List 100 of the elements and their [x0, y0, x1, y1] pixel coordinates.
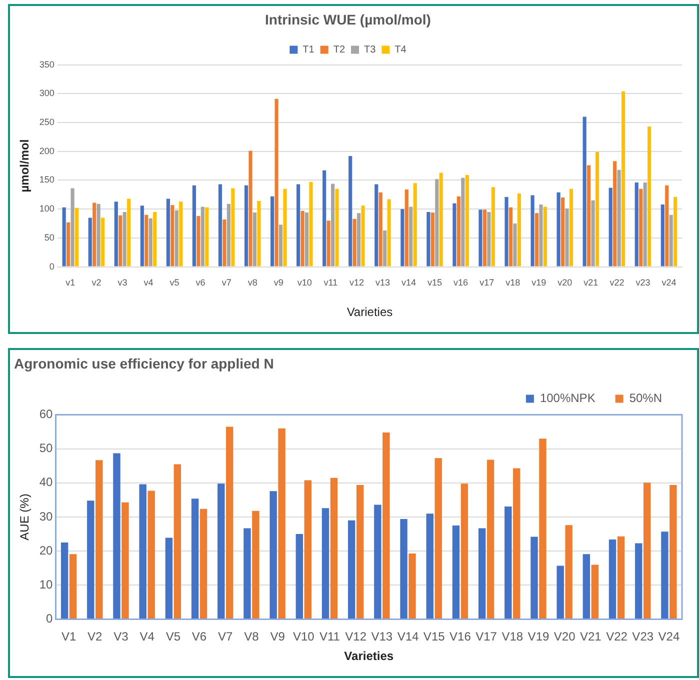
bar: [322, 508, 330, 619]
bar: [491, 187, 495, 266]
x-tick-label: v2: [92, 278, 102, 288]
bar: [174, 464, 182, 619]
bar: [608, 539, 616, 619]
bar: [669, 214, 673, 266]
x-tick-label: V2: [88, 630, 103, 644]
x-tick-label: v23: [636, 278, 650, 288]
bar: [460, 484, 468, 619]
bar: [665, 185, 669, 266]
x-tick-label: v1: [66, 278, 76, 288]
bar: [670, 484, 677, 619]
x-tick-label: v21: [584, 278, 598, 288]
y-tick-label: 250: [39, 117, 54, 127]
bar: [504, 506, 512, 619]
bar: [591, 564, 599, 619]
bar: [252, 212, 257, 266]
bar: [348, 156, 352, 266]
bar: [456, 196, 460, 266]
bar: [643, 482, 651, 619]
x-tick-label: v16: [454, 278, 468, 288]
bar: [508, 207, 513, 266]
y-tick-label: 0: [46, 612, 54, 626]
bar: [270, 491, 277, 619]
bar: [330, 184, 335, 266]
bar: [356, 484, 364, 619]
bar: [426, 212, 430, 266]
bar: [326, 220, 330, 266]
x-tick-label: v18: [506, 278, 520, 288]
x-tick-label: V3: [114, 630, 129, 644]
bar: [179, 202, 183, 266]
y-tick-label: 50: [39, 441, 54, 456]
bar: [304, 480, 312, 619]
bar: [643, 182, 647, 266]
bar: [461, 178, 465, 266]
bar: [114, 202, 118, 266]
legend-label: 100%NPK: [540, 391, 596, 406]
bar: [148, 490, 155, 619]
bar: [348, 520, 356, 619]
x-tick-label: V19: [528, 630, 550, 644]
bar: [452, 526, 460, 619]
x-tick-label: V13: [371, 630, 393, 644]
bar: [400, 209, 404, 266]
x-tick-label: v19: [532, 278, 546, 288]
bar: [361, 206, 365, 266]
x-tick-label: V22: [606, 630, 628, 644]
x-tick-label: v4: [144, 278, 154, 288]
bar: [252, 510, 260, 619]
bar: [617, 170, 621, 266]
x-tick-label: v6: [196, 278, 206, 288]
y-tick-label: 40: [39, 475, 54, 490]
bar: [218, 484, 225, 619]
x-tick-label: v10: [297, 278, 312, 288]
bar: [608, 188, 612, 266]
bar: [435, 179, 439, 266]
y-tick-label: 20: [39, 543, 54, 558]
x-tick-label: v12: [349, 278, 364, 288]
bar: [587, 165, 591, 266]
bar: [582, 116, 586, 266]
bar: [387, 199, 391, 266]
bar: [617, 536, 625, 619]
bar: [556, 192, 560, 266]
x-tick-label: v20: [558, 278, 572, 288]
bar: [113, 453, 120, 619]
bar: [205, 207, 209, 266]
bar: [226, 204, 230, 266]
bar: [231, 188, 235, 266]
bar: [274, 98, 278, 266]
bar: [244, 185, 248, 266]
bar: [118, 215, 122, 266]
bar: [408, 553, 416, 619]
bar: [383, 230, 387, 266]
x-tick-label: V11: [320, 630, 340, 644]
x-tick-label: v11: [324, 278, 338, 288]
bar: [196, 216, 200, 266]
legend-label: 50%N: [629, 391, 662, 406]
bar: [101, 218, 105, 266]
x-tick-label: v13: [375, 278, 390, 288]
bar: [565, 208, 569, 266]
bar: [352, 218, 356, 266]
bar: [140, 206, 144, 266]
bar: [69, 554, 77, 619]
y-tick-label: 300: [39, 88, 54, 98]
x-tick-label: V16: [450, 630, 472, 644]
x-tick-label: V23: [632, 630, 654, 644]
bar: [66, 222, 70, 266]
x-tick-label: V1: [61, 630, 76, 644]
bar: [613, 161, 617, 266]
y-tick-label: 350: [39, 59, 54, 70]
bar: [248, 150, 252, 266]
x-tick-label: V4: [140, 630, 155, 644]
bar: [278, 428, 286, 619]
legend-label: T3: [364, 44, 376, 56]
bar: [153, 212, 157, 266]
bar: [309, 182, 313, 266]
bar: [530, 195, 534, 266]
bar: [296, 534, 304, 619]
bar: [639, 188, 643, 266]
x-tick-label: V18: [502, 630, 524, 644]
bar: [304, 212, 309, 266]
